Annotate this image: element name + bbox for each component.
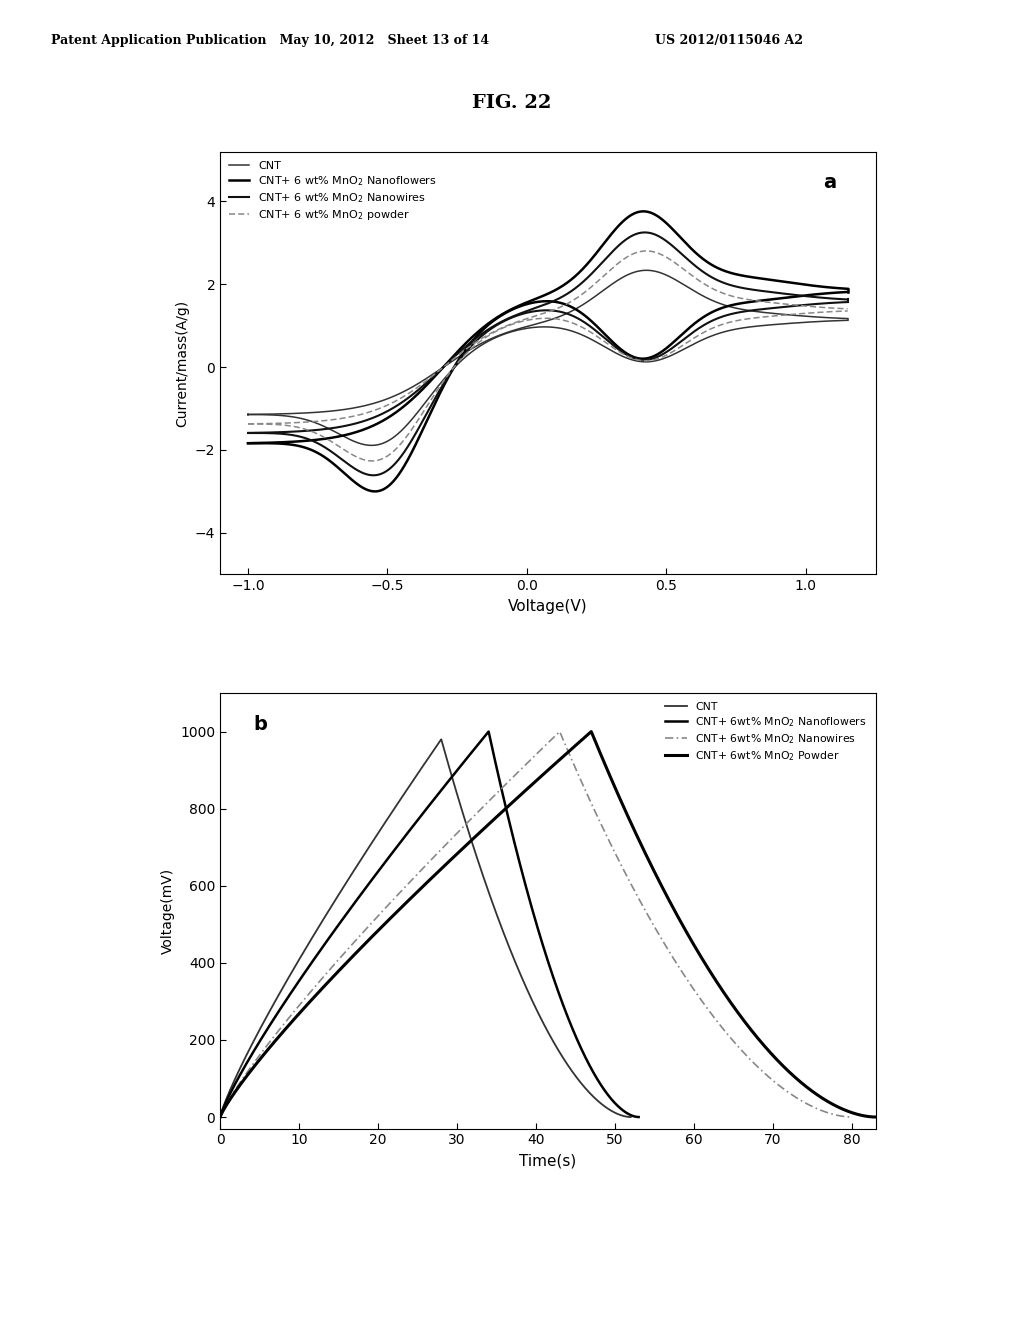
Y-axis label: Current/mass(A/g): Current/mass(A/g) (175, 300, 189, 426)
Text: Patent Application Publication   May 10, 2012   Sheet 13 of 14: Patent Application Publication May 10, 2… (51, 33, 489, 46)
Legend: CNT, CNT+ 6wt% MnO$_2$ Nanoflowers, CNT+ 6wt% MnO$_2$ Nanowires, CNT+ 6wt% MnO$_: CNT, CNT+ 6wt% MnO$_2$ Nanoflowers, CNT+… (662, 698, 870, 766)
Text: FIG. 22: FIG. 22 (472, 94, 552, 112)
Y-axis label: Voltage(mV): Voltage(mV) (161, 867, 175, 954)
Text: b: b (253, 715, 267, 734)
Legend: CNT, CNT+ 6 wt% MnO$_2$ Nanoflowers, CNT+ 6 wt% MnO$_2$ Nanowires, CNT+ 6 wt% Mn: CNT, CNT+ 6 wt% MnO$_2$ Nanoflowers, CNT… (225, 157, 440, 226)
X-axis label: Time(s): Time(s) (519, 1152, 577, 1168)
Text: a: a (823, 173, 837, 191)
X-axis label: Voltage(V): Voltage(V) (508, 598, 588, 614)
Text: US 2012/0115046 A2: US 2012/0115046 A2 (655, 33, 804, 46)
